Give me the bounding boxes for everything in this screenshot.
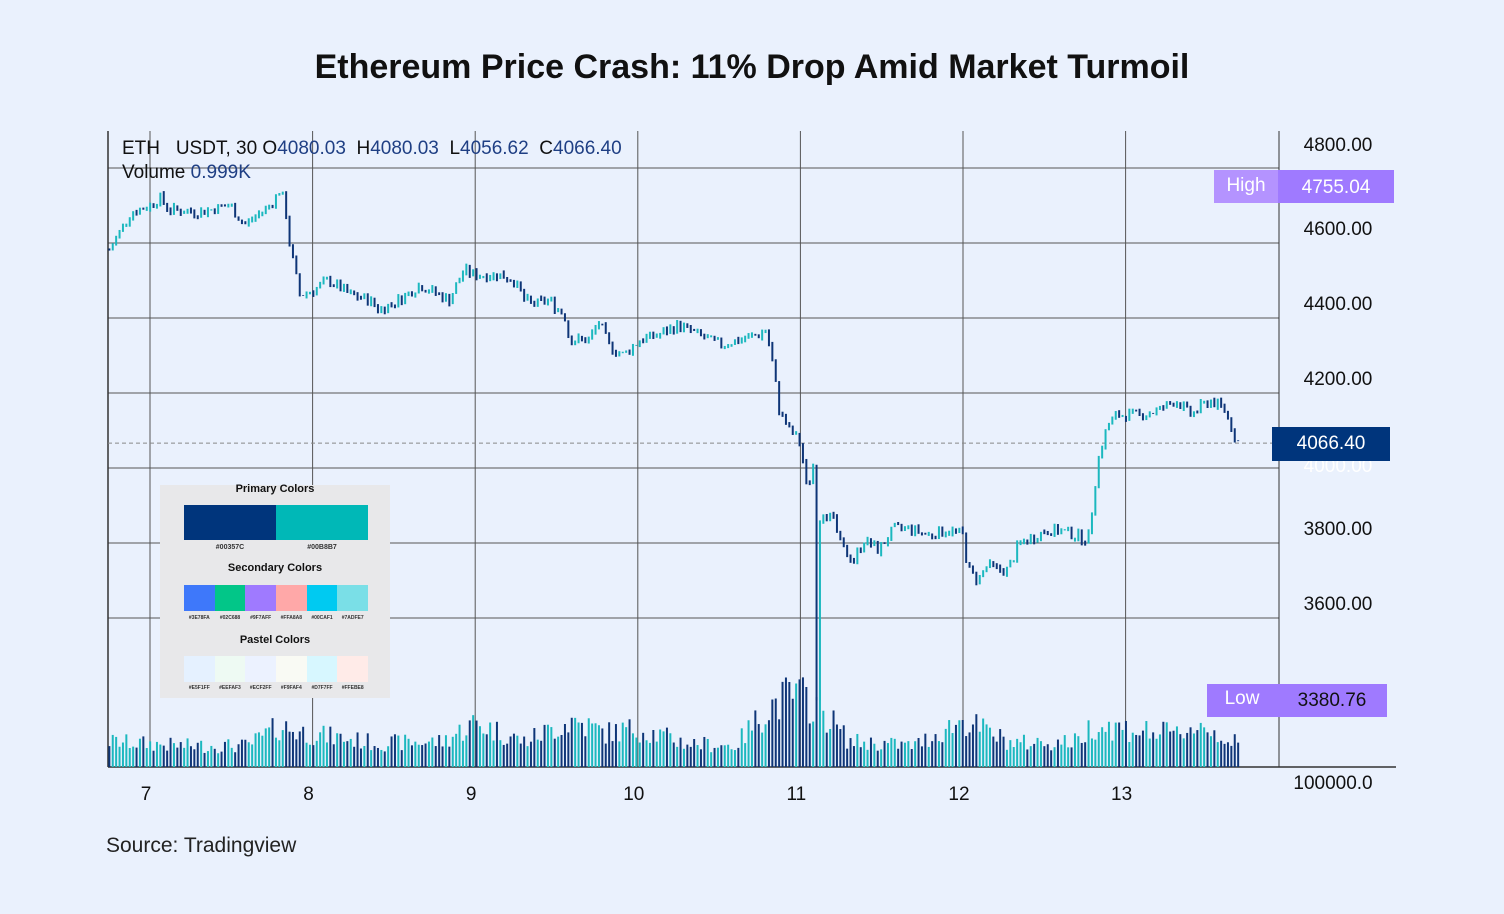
x-tick-label: 12 [948, 784, 970, 805]
symbol-label: ETH USDT, 30 [122, 138, 263, 159]
primary-swatches [184, 505, 368, 540]
low-badge-value: 3380.76 [1277, 684, 1387, 717]
y-tick-label: 4400.00 [1303, 294, 1373, 315]
low-badge-label: Low [1207, 684, 1277, 717]
high-badge: High 4755.04 [1214, 170, 1394, 203]
x-tick-label: 11 [786, 784, 807, 805]
color-code: #00CAF1 [311, 615, 333, 621]
color-code: #FFA8A8 [280, 615, 303, 621]
color-swatch [337, 656, 369, 682]
y-tick-label: 4000.00 [1303, 456, 1373, 477]
source-note: Source: Tradingview [106, 834, 297, 857]
color-code: #D7F7FF [311, 685, 333, 691]
color-code: #ECF2FF [249, 685, 272, 691]
last-price-badge: 4066.40 [1272, 427, 1390, 461]
color-swatch [276, 656, 307, 682]
pastel-colors-title: Pastel Colors [239, 634, 311, 646]
secondary-colors-title: Secondary Colors [227, 562, 323, 574]
color-swatch [306, 585, 338, 611]
color-code: #3E78FA [188, 615, 210, 621]
high-badge-value: 4755.04 [1278, 170, 1394, 203]
color-palette-panel: Primary Colors #00357C #00B8B7 Secondary … [160, 483, 390, 698]
volume-axis-label: 100000.0 [1293, 773, 1373, 794]
grid [107, 131, 1396, 768]
color-code: #F9FAF4 [280, 685, 302, 691]
pastel-swatches [184, 656, 369, 682]
open-value: 4080.03 [277, 138, 346, 159]
x-tick-label: 9 [465, 784, 477, 805]
volume-value: 0.999K [190, 162, 251, 183]
color-swatch [306, 656, 338, 682]
y-tick-label: 3600.00 [1303, 594, 1373, 615]
color-swatch [276, 505, 368, 540]
y-tick-label: 3800.00 [1303, 519, 1373, 540]
color-swatch [337, 585, 369, 611]
high-badge-label: High [1214, 170, 1278, 203]
color-swatch [184, 505, 276, 540]
color-code: #7ADFE7 [341, 615, 364, 621]
color-swatch [184, 656, 215, 682]
volume-bars [108, 677, 1240, 767]
color-code: #9F7AFF [250, 615, 272, 621]
color-swatch [214, 656, 246, 682]
color-code: #00B8B7 [307, 544, 337, 551]
low-value: 4056.62 [460, 138, 529, 159]
y-tick-label: 4600.00 [1303, 219, 1373, 240]
y-tick-label: 4200.00 [1303, 369, 1373, 390]
primary-colors-title: Primary Colors [235, 483, 315, 495]
price-bars [108, 191, 1240, 701]
x-tick-label: 8 [303, 784, 314, 805]
color-swatch [184, 585, 215, 611]
secondary-swatches [184, 585, 369, 611]
high-value: 4080.03 [370, 138, 439, 159]
color-swatch [245, 656, 277, 682]
close-value: 4066.40 [553, 138, 622, 159]
ohlc-header: ETH USDT, 30 O4080.03 H4080.03 L4056.62 … [122, 138, 622, 183]
low-badge: Low 3380.76 [1207, 684, 1387, 717]
x-tick-label: 13 [1111, 784, 1133, 805]
color-swatch [214, 585, 246, 611]
y-tick-label: 4800.00 [1303, 135, 1373, 156]
color-swatch [245, 585, 277, 611]
color-code: #EEFAF3 [219, 685, 241, 691]
x-tick-label: 10 [623, 784, 645, 805]
chart-title: Ethereum Price Crash: 11% Drop Amid Mark… [314, 48, 1190, 86]
x-tick-label: 7 [140, 784, 152, 805]
color-swatch [276, 585, 307, 611]
color-code: #00357C [215, 544, 245, 551]
color-code: #FFEBE8 [341, 685, 364, 691]
color-code: #E5F1FF [188, 685, 210, 691]
color-code: #02C688 [219, 615, 241, 621]
